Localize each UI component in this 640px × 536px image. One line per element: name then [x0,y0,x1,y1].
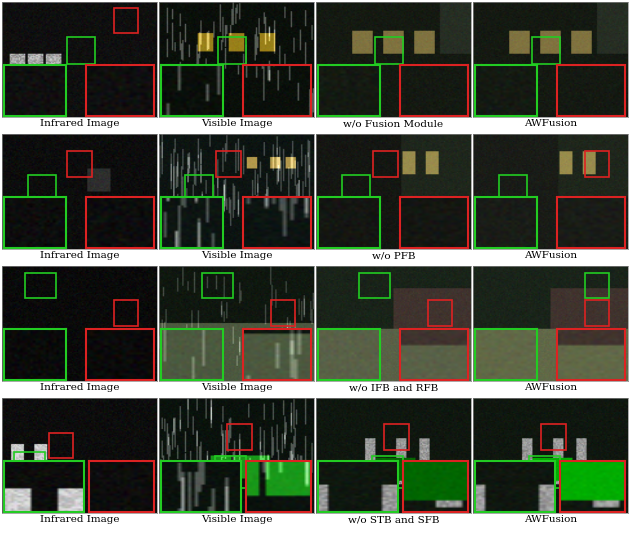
Text: AWFusion: AWFusion [524,120,577,128]
Text: w/o PFB: w/o PFB [372,251,415,260]
Text: Visible Image: Visible Image [201,120,272,128]
Bar [584,151,609,176]
Bar [499,175,527,203]
Text: w/o Fusion Module: w/o Fusion Module [344,120,444,128]
Bar [375,36,403,64]
Text: Visible Image: Visible Image [201,383,272,392]
Bar [49,433,74,458]
Bar [215,456,246,488]
Text: Visible Image: Visible Image [201,515,272,524]
Bar [584,273,609,298]
Bar [25,273,56,298]
Text: Infrared Image: Infrared Image [40,515,119,524]
Bar [15,452,45,484]
Text: Infrared Image: Infrared Image [40,383,119,392]
Bar [67,151,92,176]
Text: Infrared Image: Infrared Image [40,251,119,260]
Text: AWFusion: AWFusion [524,251,577,260]
Bar [227,425,252,450]
Text: AWFusion: AWFusion [524,383,577,392]
Bar [216,151,241,176]
Bar [529,456,560,488]
Text: Visible Image: Visible Image [201,251,272,260]
Bar [372,456,403,488]
Text: Infrared Image: Infrared Image [40,120,119,128]
Bar [360,273,390,298]
Bar [114,301,138,326]
Bar [271,301,296,326]
Bar [384,425,409,450]
Bar [342,175,371,203]
Bar [202,273,234,298]
Bar [541,425,566,450]
Bar [584,301,609,326]
Bar [67,36,95,64]
Text: w/o STB and SFB: w/o STB and SFB [348,515,439,524]
Bar [114,8,138,33]
Bar [373,151,398,176]
Bar [428,301,452,326]
Bar [28,175,56,203]
Text: w/o IFB and RFB: w/o IFB and RFB [349,383,438,392]
Bar [532,36,560,64]
Text: AWFusion: AWFusion [524,515,577,524]
Bar [218,36,246,64]
Bar [186,175,213,203]
